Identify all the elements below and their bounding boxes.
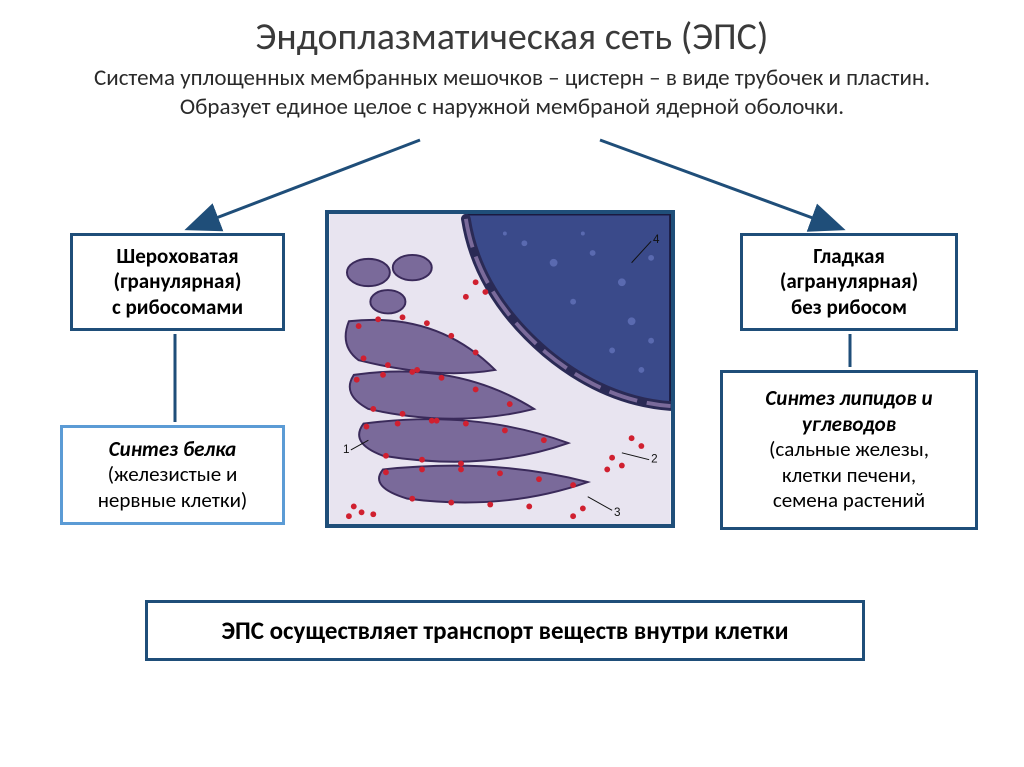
- page-title: Эндоплазматическая сеть (ЭПС): [0, 0, 1024, 60]
- svg-text:4: 4: [653, 233, 660, 246]
- box-protein-synth: Синтез белка (железистые и нервные клетк…: [60, 425, 285, 525]
- er-illustration: 1 2 3 4: [325, 210, 675, 528]
- rough-l1: Шероховатая: [116, 244, 238, 270]
- svg-text:2: 2: [651, 453, 658, 466]
- rough-l3: с рибосомами: [112, 295, 243, 321]
- lipid-l1: Синтез липидов и: [765, 386, 932, 412]
- lipid-l2: углеводов: [802, 412, 896, 438]
- protein-l1: Синтез белка: [109, 437, 237, 463]
- svg-text:1: 1: [343, 443, 350, 456]
- er-svg: 1 2 3 4: [329, 214, 671, 524]
- box-smooth-er: Гладкая (агранулярная) без рибосом: [740, 233, 958, 331]
- box-transport: ЭПС осуществляет транспорт веществ внутр…: [145, 600, 865, 661]
- smooth-l2: (агранулярная): [780, 269, 918, 295]
- smooth-l1: Гладкая: [813, 244, 885, 270]
- lipid-l3: (сальные железы,: [769, 437, 929, 463]
- smooth-l3: без рибосом: [791, 295, 907, 321]
- rough-l2: (гранулярная): [114, 269, 242, 295]
- lipid-l4: клетки печени,: [782, 463, 916, 489]
- svg-text:3: 3: [614, 506, 621, 519]
- box-rough-er: Шероховатая (гранулярная) с рибосомами: [70, 233, 285, 331]
- protein-l3: нервные клетки): [98, 488, 248, 514]
- protein-l2: (железистые и: [108, 462, 238, 488]
- box-lipid-synth: Синтез липидов и углеводов (сальные желе…: [720, 370, 978, 530]
- subtitle: Система уплощенных мембранных мешочков –…: [0, 60, 1024, 123]
- lipid-l5: семена растений: [773, 488, 925, 514]
